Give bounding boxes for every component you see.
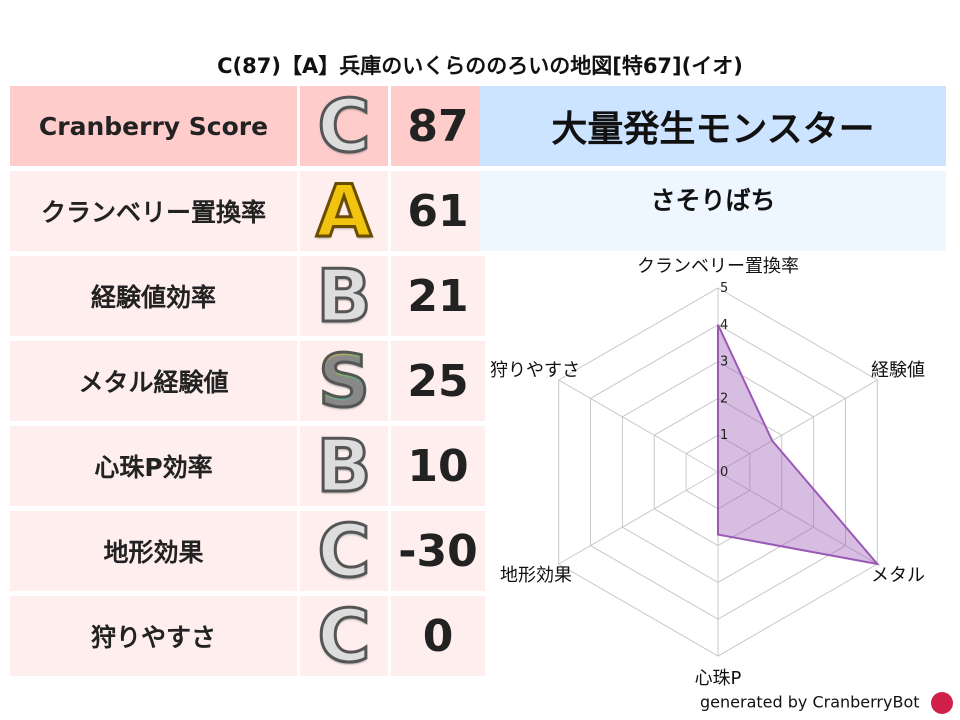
axis-label: 地形効果 (500, 565, 572, 586)
rank-badge: B (300, 253, 388, 340)
rank-letter: C (316, 83, 372, 170)
grid-spoke (717, 379, 878, 473)
tick-label: 0 (720, 465, 728, 480)
row-label: 心珠P効率 (10, 426, 297, 506)
row-value: -30 (391, 511, 485, 591)
row-value: 87 (391, 86, 485, 166)
grid-spoke (558, 471, 719, 565)
axis-label: 経験値 (871, 360, 925, 381)
tick-label: 3 (720, 355, 728, 370)
tick-label: 4 (720, 318, 728, 333)
page-title: C(87)【A】兵庫のいくらののろいの地図[特67](イオ) (217, 54, 743, 78)
row-label: 地形効果 (10, 511, 297, 591)
tick-label: 2 (720, 391, 728, 406)
grid-ring (685, 434, 751, 510)
row-label: Cranberry Score (10, 86, 297, 166)
footer-credit: generated by CranberryBot (700, 692, 953, 714)
grid-ring (653, 397, 783, 547)
row-value: 21 (391, 256, 485, 336)
row-label: メタル経験値 (10, 341, 297, 421)
rank-letter: C (316, 508, 372, 595)
rank-badge: C (300, 83, 388, 170)
rank-letter: S (317, 338, 372, 425)
row-value: 25 (391, 341, 485, 421)
monster-header: 大量発生モンスター (480, 86, 946, 166)
row-value: 0 (391, 596, 485, 676)
grid-ring (590, 324, 846, 620)
rank-letter: B (315, 423, 373, 510)
row-label: 経験値効率 (10, 256, 297, 336)
footer-text: generated by CranberryBot (700, 692, 920, 712)
axis-label: クランベリー置換率 (637, 256, 799, 277)
row-value: 10 (391, 426, 485, 506)
axis-label: メタル (871, 565, 925, 586)
rank-badge: S (300, 338, 388, 425)
rank-badge: B (300, 423, 388, 510)
cranberry-mascot-icon (930, 692, 953, 714)
radar-series-area (717, 324, 880, 566)
grid-spoke (717, 471, 878, 565)
rank-letter: A (315, 168, 374, 255)
monster-name: さそりばち (480, 171, 946, 251)
rank-letter: C (316, 593, 372, 680)
rank-letter: B (315, 253, 373, 340)
tick-label: 1 (720, 428, 728, 443)
rank-badge: C (300, 593, 388, 680)
row-label: 狩りやすさ (10, 596, 297, 676)
grid-spoke (558, 379, 719, 473)
grid-ring (558, 287, 878, 657)
tick-label: 5 (720, 281, 728, 296)
rank-badge: A (300, 168, 388, 255)
axis-label: 狩りやすさ (490, 360, 580, 381)
axis-label: 心珠P (695, 668, 742, 689)
row-label: クランベリー置換率 (10, 171, 297, 251)
grid-ring (621, 361, 815, 583)
row-value: 61 (391, 171, 485, 251)
rank-badge: C (300, 508, 388, 595)
